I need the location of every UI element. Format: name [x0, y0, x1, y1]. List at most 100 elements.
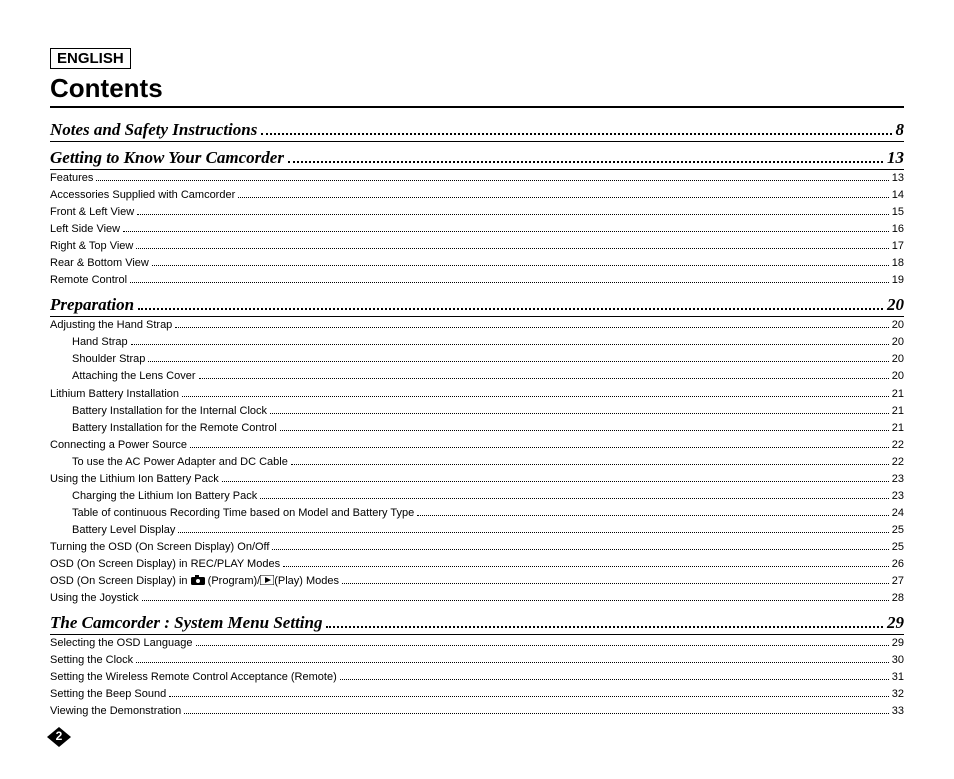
toc-item: Adjusting the Hand Strap 20 — [50, 317, 904, 334]
toc-section-heading: Notes and Safety Instructions 8 — [50, 118, 904, 142]
toc-item: Right & Top View 17 — [50, 238, 904, 255]
table-of-contents: Notes and Safety Instructions 8 Getting t… — [50, 118, 904, 720]
toc-item-page: 32 — [892, 686, 904, 703]
toc-item: Hand Strap 20 — [50, 334, 904, 351]
toc-leader — [148, 356, 888, 363]
toc-leader — [142, 595, 889, 602]
toc-item-page: 20 — [892, 368, 904, 385]
toc-item: Attaching the Lens Cover 20 — [50, 368, 904, 385]
camera-icon — [191, 575, 205, 585]
toc-item: Lithium Battery Installation 21 — [50, 386, 904, 403]
toc-leader — [196, 640, 889, 647]
toc-item: Accessories Supplied with Camcorder 14 — [50, 187, 904, 204]
toc-item: OSD (On Screen Display) in (Program)/(Pl… — [50, 573, 904, 590]
toc-leader — [136, 243, 888, 250]
toc-item-label: Battery Installation for the Remote Cont… — [72, 420, 277, 437]
toc-item-label: Adjusting the Hand Strap — [50, 317, 172, 334]
toc-leader — [175, 322, 888, 329]
toc-item: Setting the Beep Sound 32 — [50, 686, 904, 703]
toc-item-label: Viewing the Demonstration — [50, 703, 181, 720]
toc-item-label: Setting the Beep Sound — [50, 686, 166, 703]
toc-item: OSD (On Screen Display) in REC/PLAY Mode… — [50, 556, 904, 573]
toc-item-label: Hand Strap — [72, 334, 128, 351]
toc-item: Rear & Bottom View 18 — [50, 255, 904, 272]
toc-item-page: 27 — [892, 573, 904, 590]
toc-leader — [136, 657, 889, 664]
toc-leader — [130, 277, 889, 284]
toc-item-page: 23 — [892, 488, 904, 505]
toc-item-label: Front & Left View — [50, 204, 134, 221]
toc-leader — [261, 124, 891, 135]
toc-item-label: Battery Level Display — [72, 522, 175, 539]
toc-leader — [326, 617, 883, 628]
toc-leader — [182, 390, 889, 397]
toc-item-page: 22 — [892, 454, 904, 471]
document-page: ENGLISH Contents Notes and Safety Instru… — [0, 0, 954, 779]
toc-item-page: 19 — [892, 272, 904, 289]
toc-leader — [270, 407, 889, 414]
toc-item-page: 20 — [892, 351, 904, 368]
toc-item: Features 13 — [50, 170, 904, 187]
toc-section-title: Getting to Know Your Camcorder — [50, 148, 284, 168]
toc-item: Selecting the OSD Language 29 — [50, 635, 904, 652]
toc-item-page: 17 — [892, 238, 904, 255]
toc-leader — [340, 674, 889, 681]
toc-leader — [169, 691, 889, 698]
page-title: Contents — [50, 73, 904, 108]
toc-item-page: 22 — [892, 437, 904, 454]
toc-item-page: 31 — [892, 669, 904, 686]
toc-section-heading: Preparation 20 — [50, 293, 904, 317]
toc-item-page: 18 — [892, 255, 904, 272]
toc-item: Setting the Clock 30 — [50, 652, 904, 669]
toc-item-label: Right & Top View — [50, 238, 133, 255]
toc-item-page: 30 — [892, 652, 904, 669]
toc-section-page: 8 — [896, 120, 905, 140]
toc-item-page: 25 — [892, 539, 904, 556]
toc-item-label: Turning the OSD (On Screen Display) On/O… — [50, 539, 269, 556]
toc-section-page: 20 — [887, 295, 904, 315]
toc-item-page: 15 — [892, 204, 904, 221]
toc-item-page: 16 — [892, 221, 904, 238]
toc-section-title: Notes and Safety Instructions — [50, 120, 257, 140]
toc-item: Charging the Lithium Ion Battery Pack 23 — [50, 488, 904, 505]
toc-item-label: Connecting a Power Source — [50, 437, 187, 454]
toc-item: To use the AC Power Adapter and DC Cable… — [50, 454, 904, 471]
toc-leader — [190, 441, 889, 448]
toc-item: Battery Level Display 25 — [50, 522, 904, 539]
page-number: 2 — [56, 729, 63, 743]
toc-item-page: 21 — [892, 386, 904, 403]
toc-section-page: 13 — [887, 148, 904, 168]
toc-item: Using the Lithium Ion Battery Pack 23 — [50, 471, 904, 488]
toc-item: Shoulder Strap 20 — [50, 351, 904, 368]
toc-item-label: Features — [50, 170, 93, 187]
toc-item: Using the Joystick 28 — [50, 590, 904, 607]
toc-item-label: Using the Lithium Ion Battery Pack — [50, 471, 219, 488]
toc-leader — [291, 458, 889, 465]
toc-item: Left Side View 16 — [50, 221, 904, 238]
toc-leader — [260, 492, 888, 499]
toc-item-label: Left Side View — [50, 221, 120, 238]
toc-leader — [184, 708, 888, 715]
toc-item-label: OSD (On Screen Display) in (Program)/(Pl… — [50, 573, 339, 590]
toc-item-label: Rear & Bottom View — [50, 255, 149, 272]
toc-item: Viewing the Demonstration 33 — [50, 703, 904, 720]
toc-leader — [238, 192, 889, 199]
toc-leader — [131, 339, 889, 346]
toc-item-page: 14 — [892, 187, 904, 204]
toc-item-label: Charging the Lithium Ion Battery Pack — [72, 488, 257, 505]
toc-item-page: 13 — [892, 170, 904, 187]
toc-item-page: 20 — [892, 334, 904, 351]
toc-item-page: 24 — [892, 505, 904, 522]
language-badge: ENGLISH — [50, 48, 131, 69]
toc-item-page: 26 — [892, 556, 904, 573]
toc-item-label: Using the Joystick — [50, 590, 139, 607]
toc-item-label: Lithium Battery Installation — [50, 386, 179, 403]
toc-item-page: 29 — [892, 635, 904, 652]
toc-item-label: Attaching the Lens Cover — [72, 368, 196, 385]
toc-section-title: Preparation — [50, 295, 134, 315]
toc-item-label: Accessories Supplied with Camcorder — [50, 187, 235, 204]
toc-item-label: Selecting the OSD Language — [50, 635, 193, 652]
play-icon — [260, 575, 274, 585]
toc-leader — [152, 260, 889, 267]
toc-leader — [178, 526, 888, 533]
